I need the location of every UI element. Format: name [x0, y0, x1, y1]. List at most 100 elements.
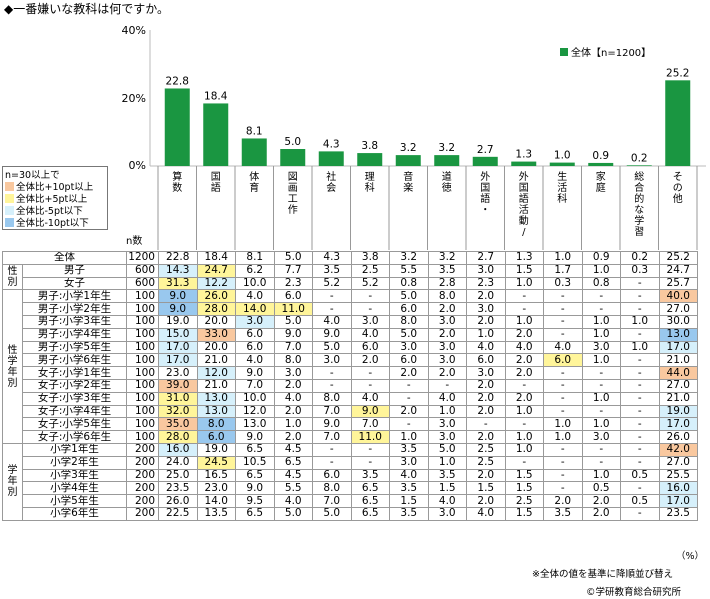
table-row: 男子:小学3年生 100 19.0 20.0 3.0 5.0 4.0 3.0 8.0 3.0 2.0… — [3, 314, 698, 329]
bar-value-label: 2.7 — [477, 144, 494, 156]
value-cell: 1.0 — [581, 353, 621, 368]
value-cell: 1.3 — [504, 251, 544, 265]
value-cell: 1.5 — [504, 468, 544, 483]
value-cell: 4.0 — [235, 289, 275, 304]
bar-value-label: 4.3 — [323, 138, 340, 150]
value-cell: 4.0 — [427, 391, 467, 406]
value-cell: 1.0 — [620, 340, 660, 355]
value-cell: 2.0 — [427, 327, 467, 342]
value-cell: - — [350, 289, 390, 304]
value-cell: 30.0 — [658, 314, 698, 329]
table-row: 性学年別男子:小学1年生 100 9.0 26.0 4.0 6.0- -5.0 8.0 2.0-… — [2, 289, 698, 444]
value-cell: 4.0 — [350, 391, 390, 406]
value-cell: - — [620, 366, 660, 380]
category-label: 家庭 — [596, 170, 606, 194]
value-cell: 0.5 — [620, 468, 660, 483]
value-cell: 9.0 — [312, 417, 352, 432]
bar — [549, 162, 575, 166]
value-cell: 2.0 — [389, 404, 429, 419]
value-cell: 1.0 — [504, 430, 544, 444]
bar — [511, 161, 537, 166]
value-cell: 8.0 — [427, 289, 467, 304]
n-cell: 100 — [126, 353, 159, 368]
value-cell: - — [543, 404, 583, 419]
value-cell: 12.2 — [196, 276, 236, 291]
row-label: 男子:小学4年生 — [22, 327, 127, 342]
table-row: 女子:小学5年生 100 35.0 8.0 13.0 1.0 9.0 7.0-3.0- -1.0… — [3, 417, 698, 432]
bar-value-label: 1.3 — [515, 149, 532, 161]
row-label: 女子:小学3年生 — [22, 391, 127, 406]
row-label: 男子:小学1年生 — [22, 289, 127, 304]
value-cell: 27.0 — [658, 378, 698, 393]
value-cell: 1.0 — [389, 430, 429, 444]
highlight-legend-label: 全体比-5pt以下 — [16, 206, 83, 217]
value-cell: 7.0 — [235, 378, 275, 393]
value-cell: - — [504, 289, 544, 304]
value-cell: 2.0 — [581, 506, 621, 521]
value-cell: - — [543, 391, 583, 406]
value-cell: 3.0 — [466, 366, 506, 380]
value-cell: 3.0 — [427, 430, 467, 444]
value-cell: 2.7 — [466, 251, 506, 265]
value-cell: 9.0 — [273, 327, 313, 342]
value-cell: 2.5 — [466, 442, 506, 457]
value-cell: 25.7 — [658, 276, 698, 291]
value-cell: 9.0 — [350, 404, 390, 419]
value-cell: 10.0 — [235, 276, 275, 291]
table-row-total: 全体 1200 22.8 18.4 8.1 5.0 4.3 3.8 3.2 3.2 2.7 1.3 1.… — [2, 251, 698, 265]
value-cell: 13.0 — [196, 404, 236, 419]
swatch-minus10 — [5, 217, 14, 227]
table-row: 男子:小学6年生 100 17.0 21.0 4.0 8.0 3.0 2.0 6.0 3.0 6.0… — [3, 353, 698, 368]
value-cell: 2.0 — [543, 494, 583, 508]
highlight-legend-label: 全体比-10pt以下 — [16, 218, 89, 229]
n-cell: 100 — [126, 366, 159, 380]
value-cell: 2.0 — [466, 404, 506, 419]
bar-chart: 22.8 算数 18.4 国語 8.1 体育 5.0 図画工作 4.3 社会 3.8 理科 3.2 音楽 3… — [149, 30, 706, 250]
highlight-legend-item: 全体比+5pt以上 — [5, 192, 105, 205]
n-cell: 100 — [126, 289, 159, 304]
value-cell: 2.0 — [466, 378, 506, 393]
row-label: 女子:小学5年生 — [22, 417, 127, 432]
value-cell: 12.0 — [196, 366, 236, 380]
table-row: 性別男子 600 14.3 24.7 6.2 7.7 3.5 2.5 5.5 3.5 3.0 1.5 1… — [2, 263, 698, 291]
table-row: 女子:小学1年生 100 23.0 12.0 9.0 3.0- -2.0 2.0 3.0 2.0-… — [3, 366, 698, 380]
value-cell: 1.0 — [543, 417, 583, 432]
n-cell: 100 — [126, 302, 159, 316]
category-label: 音楽 — [403, 170, 413, 194]
value-cell: 35.0 — [158, 417, 198, 432]
value-cell: 3.5 — [543, 506, 583, 521]
category-label: 算数 — [172, 170, 182, 194]
value-cell: 3.5 — [312, 263, 352, 278]
value-cell: 25.2 — [658, 251, 698, 265]
value-cell: - — [620, 442, 660, 457]
value-cell: 12.0 — [235, 404, 275, 419]
value-cell: - — [620, 481, 660, 496]
value-cell: - — [620, 302, 660, 316]
value-cell: 5.0 — [427, 442, 467, 457]
value-cell: 16.0 — [158, 442, 198, 457]
value-cell: 19.0 — [196, 442, 236, 457]
y-tick-label: 0% — [128, 159, 146, 172]
crosstab-table: 全体 1200 22.8 18.4 8.1 5.0 4.3 3.8 3.2 3.2 2.7 1.3 1.… — [2, 251, 698, 521]
value-cell: 6.5 — [350, 506, 390, 521]
value-cell: 3.2 — [389, 251, 429, 265]
value-cell: 3.5 — [389, 442, 429, 457]
value-cell: - — [350, 378, 390, 393]
n-cell: 200 — [126, 506, 159, 521]
value-cell: - — [543, 314, 583, 329]
value-cell: 3.0 — [427, 506, 467, 521]
value-cell: 4.0 — [350, 327, 390, 342]
value-cell: 24.7 — [196, 263, 236, 278]
value-cell: 2.0 — [466, 289, 506, 304]
value-cell: - — [620, 378, 660, 393]
value-cell: - — [312, 442, 352, 457]
value-cell: - — [543, 289, 583, 304]
row-group-label: 性別 — [2, 263, 23, 291]
swatch-minus5 — [5, 205, 14, 215]
value-cell: 7.0 — [312, 494, 352, 508]
value-cell: 4.0 — [427, 494, 467, 508]
value-cell: 4.0 — [312, 314, 352, 329]
value-cell: 4.3 — [312, 251, 352, 265]
value-cell: 2.8 — [427, 276, 467, 291]
value-cell: 0.5 — [620, 494, 660, 508]
